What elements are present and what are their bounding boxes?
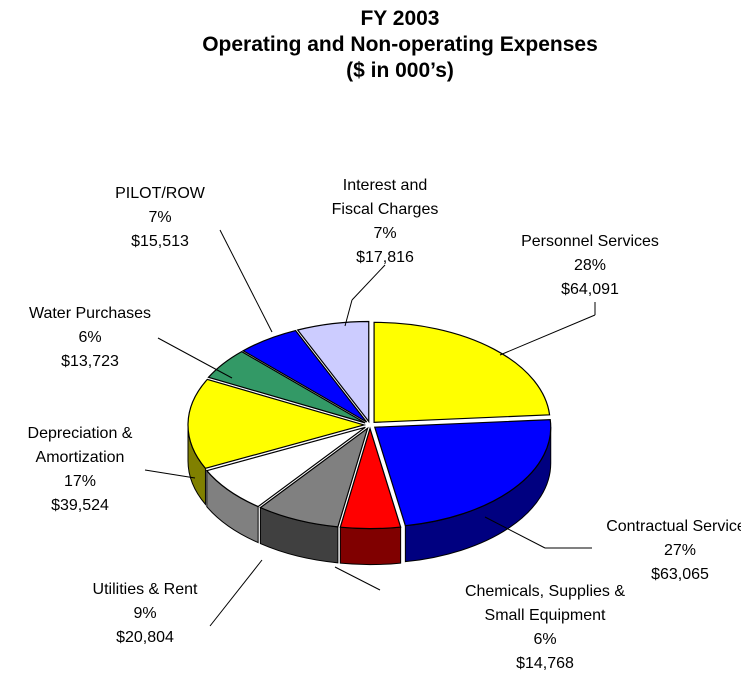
slice-percent: 7%	[148, 209, 172, 226]
chart-title: ($ in 000’s)	[346, 59, 454, 82]
slice-label: PILOT/ROW 7% $15,513	[100, 182, 220, 254]
slice-value: $39,524	[51, 497, 109, 514]
slice-percent: 6%	[78, 329, 102, 346]
slice-value: $15,513	[131, 233, 189, 250]
slice-percent: 17%	[63, 473, 97, 490]
slice-value: $17,816	[356, 249, 414, 266]
slice-percent: 7%	[373, 225, 397, 242]
slice-name: Chemicals, Supplies & Small Equipment	[464, 583, 626, 624]
slice-label: Contractual Services 27% $63,065	[590, 515, 741, 587]
leader-line	[219, 229, 273, 333]
leader-line	[157, 337, 233, 379]
chart-title: FY 2003	[360, 7, 440, 30]
slice	[259, 426, 369, 528]
slice-label: Depreciation & Amortization 17% $39,524	[15, 422, 145, 518]
leader-line	[209, 559, 263, 627]
slice-side	[339, 526, 402, 566]
slice-value: $20,804	[116, 629, 174, 646]
leader-line	[351, 264, 386, 301]
leader-line	[334, 566, 381, 591]
slice-name: Personnel Services	[521, 233, 659, 250]
slice	[296, 320, 370, 424]
slice-percent: 6%	[533, 631, 557, 648]
slice-name: Interest and Fiscal Charges	[331, 177, 439, 218]
slice-percent: 27%	[663, 542, 697, 559]
slice	[373, 419, 552, 527]
chart-title: Operating and Non-operating Expenses	[202, 33, 598, 56]
slice-percent: 28%	[573, 257, 607, 274]
slice	[207, 350, 366, 424]
leader-line	[344, 299, 353, 327]
slice-value: $63,065	[651, 566, 709, 583]
leader-line	[499, 314, 596, 356]
slice-name: Contractual Services	[606, 518, 741, 535]
slice-label: Water Purchases 6% $13,723	[5, 302, 175, 374]
slice-label: Utilities & Rent 9% $20,804	[65, 578, 225, 650]
slice-value: $13,723	[61, 353, 119, 370]
leader-line	[484, 516, 546, 549]
slice	[339, 426, 402, 530]
slice-percent: 9%	[133, 605, 157, 622]
slice	[187, 378, 367, 470]
slice-name: PILOT/ROW	[115, 185, 205, 202]
slice-name: Water Purchases	[28, 305, 152, 322]
slice-name: Utilities & Rent	[92, 581, 198, 598]
slice-value: $64,091	[561, 281, 619, 298]
slice-name: Depreciation & Amortization	[27, 425, 133, 466]
slice-label: Interest and Fiscal Charges 7% $17,816	[323, 174, 448, 270]
slice-label: Personnel Services 28% $64,091	[505, 230, 675, 302]
slice-label: Chemicals, Supplies & Small Equipment 6% $…	[458, 580, 633, 676]
slice	[205, 426, 366, 508]
slice	[373, 321, 551, 423]
slice-value: $14,768	[516, 655, 574, 672]
slice	[241, 329, 368, 423]
leader-line	[144, 469, 196, 479]
